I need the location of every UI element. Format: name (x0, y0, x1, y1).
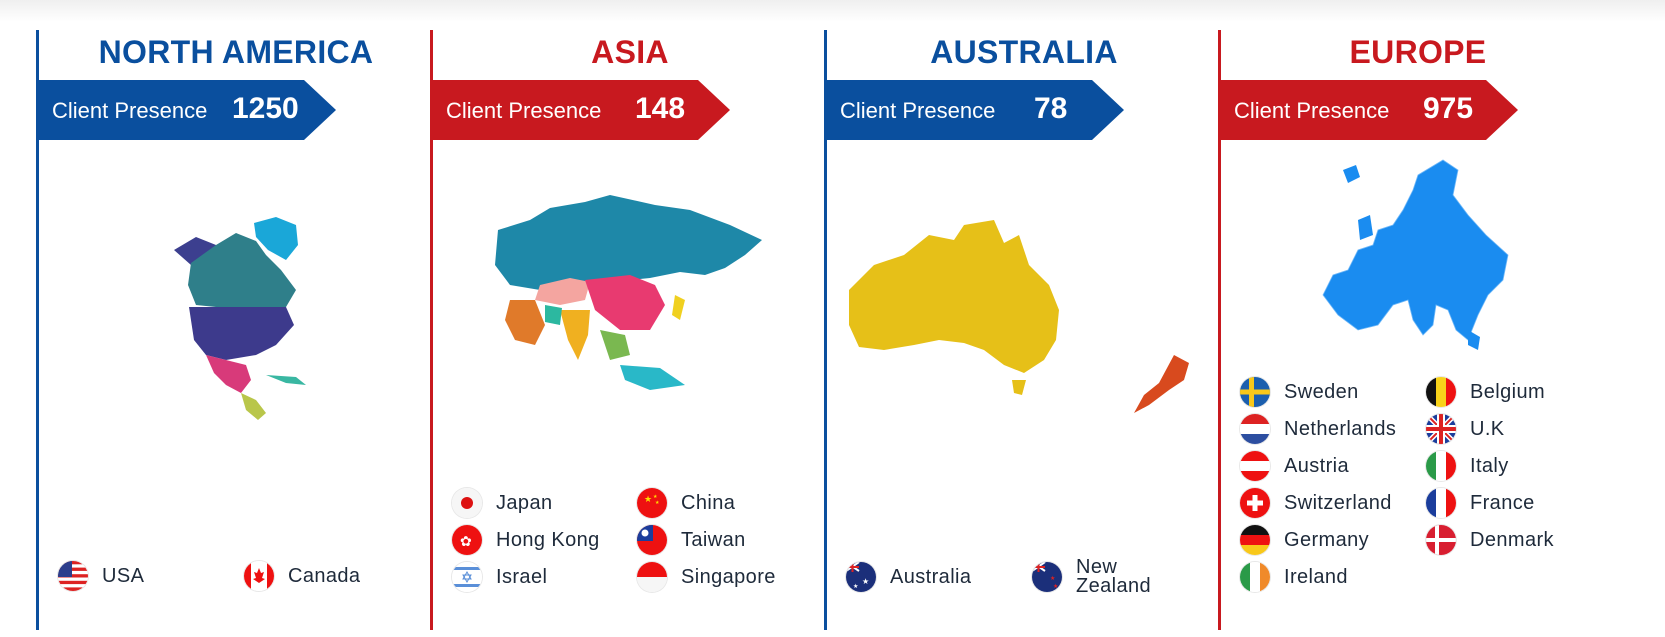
top-bar (0, 0, 1665, 22)
taiwan-flag-icon (637, 525, 667, 555)
country-item: ★★ Australia (846, 561, 971, 593)
country-name: Japan (496, 493, 553, 513)
region-north-america: NORTH AMERICA Client Presence 1250 USA (36, 30, 436, 630)
belgium-flag-icon (1426, 377, 1456, 407)
country-item: Israel (452, 561, 547, 593)
country-name: Sweden (1284, 382, 1359, 402)
country-item: ★★ New Zealand (1032, 561, 1156, 593)
country-item: France (1426, 487, 1535, 519)
uk-flag-icon (1426, 414, 1456, 444)
netherlands-flag-icon (1240, 414, 1270, 444)
country-item: Germany (1240, 524, 1369, 556)
svg-text:★: ★ (1053, 583, 1058, 590)
svg-text:✿: ✿ (460, 533, 472, 549)
country-item: USA (58, 560, 144, 592)
asia-map-icon (490, 190, 765, 395)
country-name: New Zealand (1076, 558, 1156, 596)
austria-flag-icon (1240, 451, 1270, 481)
australia-map-icon (844, 215, 1209, 430)
client-presence-label: Client Presence (840, 98, 995, 124)
country-name: Canada (288, 566, 360, 586)
svg-text:★: ★ (853, 583, 858, 590)
north-america-map-icon (156, 215, 316, 425)
country-name: Hong Kong (496, 530, 600, 550)
client-presence-banner: Client Presence 1250 (36, 80, 356, 140)
switzerland-flag-icon (1240, 488, 1270, 518)
france-flag-icon (1426, 488, 1456, 518)
client-presence-count: 148 (635, 92, 685, 126)
country-item: Denmark (1426, 524, 1554, 556)
country-name: Netherlands (1284, 419, 1396, 439)
country-item: U.K (1426, 413, 1505, 445)
client-presence-label: Client Presence (446, 98, 601, 124)
europe-map-icon (1318, 155, 1513, 355)
client-presence-label: Client Presence (1234, 98, 1389, 124)
svg-text:★: ★ (1050, 575, 1055, 582)
region-title: AUSTRALIA (824, 34, 1224, 71)
sweden-flag-icon (1240, 377, 1270, 407)
country-name: China (681, 493, 735, 513)
country-name: Italy (1470, 456, 1509, 476)
country-name: Germany (1284, 530, 1369, 550)
country-name: Austria (1284, 456, 1349, 476)
country-name: Taiwan (681, 530, 746, 550)
country-item: Canada (244, 560, 360, 592)
country-name: Ireland (1284, 567, 1348, 587)
australia-flag-icon: ★★ (846, 562, 876, 592)
country-name: Denmark (1470, 530, 1554, 550)
svg-text:★: ★ (655, 500, 660, 506)
svg-text:★: ★ (862, 577, 869, 586)
region-asia: ASIA Client Presence 148 Japan ★★★ China… (430, 30, 830, 630)
hong-kong-flag-icon: ✿ (452, 525, 482, 555)
germany-flag-icon (1240, 525, 1270, 555)
client-presence-banner: Client Presence 78 (824, 80, 1144, 140)
country-name: USA (102, 566, 144, 586)
svg-text:★: ★ (644, 494, 652, 504)
client-presence-count: 78 (1034, 92, 1067, 126)
singapore-flag-icon (637, 562, 667, 592)
ireland-flag-icon (1240, 562, 1270, 592)
country-item: Belgium (1426, 376, 1545, 408)
country-item: Singapore (637, 561, 776, 593)
client-presence-count: 1250 (232, 92, 299, 126)
region-australia: AUSTRALIA Client Presence 78 ★★ Australi… (824, 30, 1224, 630)
china-flag-icon: ★★★ (637, 488, 667, 518)
denmark-flag-icon (1426, 525, 1456, 555)
country-name: Singapore (681, 567, 776, 587)
country-item: Italy (1426, 450, 1509, 482)
country-name: Israel (496, 567, 547, 587)
israel-flag-icon (452, 562, 482, 592)
country-name: Switzerland (1284, 493, 1392, 513)
new-zealand-flag-icon: ★★ (1032, 562, 1062, 592)
italy-flag-icon (1426, 451, 1456, 481)
country-name: Belgium (1470, 382, 1545, 402)
country-name: U.K (1470, 419, 1505, 439)
client-presence-label: Client Presence (52, 98, 207, 124)
client-presence-banner: Client Presence 148 (430, 80, 750, 140)
canada-flag-icon (244, 561, 274, 591)
region-title: ASIA (430, 34, 830, 71)
country-item: Japan (452, 487, 553, 519)
region-title: EUROPE (1218, 34, 1618, 71)
country-item: Austria (1240, 450, 1349, 482)
country-item: Switzerland (1240, 487, 1392, 519)
region-title: NORTH AMERICA (36, 34, 436, 71)
region-europe: EUROPE Client Presence 975 Sweden Belgiu… (1218, 30, 1618, 630)
usa-flag-icon (58, 561, 88, 591)
country-item: Taiwan (637, 524, 746, 556)
japan-flag-icon (452, 488, 482, 518)
country-item: Sweden (1240, 376, 1359, 408)
client-presence-count: 975 (1423, 92, 1473, 126)
client-presence-banner: Client Presence 975 (1218, 80, 1538, 140)
country-item: Netherlands (1240, 413, 1396, 445)
country-name: France (1470, 493, 1535, 513)
country-item: Ireland (1240, 561, 1348, 593)
country-name: Australia (890, 567, 971, 587)
country-item: ✿ Hong Kong (452, 524, 600, 556)
country-item: ★★★ China (637, 487, 735, 519)
